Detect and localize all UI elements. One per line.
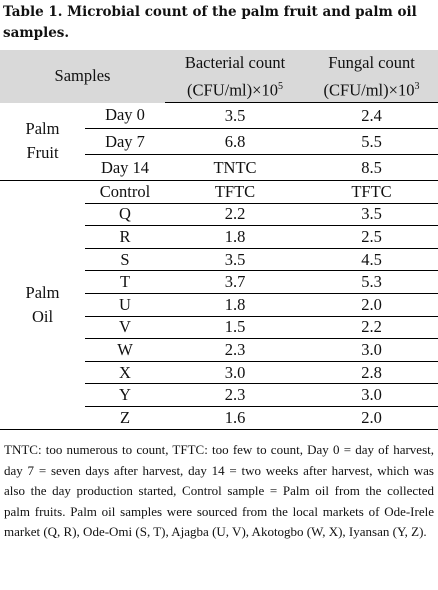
table-row: T 3.7 5.3 [0,270,438,294]
sample-cell: Day 7 [85,128,165,155]
table-row: Z 1.6 2.0 [0,406,438,430]
value-cell: 3.0 [305,338,438,362]
table-row: Palm Fruit Day 0 3.5 2.4 [0,102,438,181]
table-row: Y 2.3 3.0 [0,383,438,407]
value-cell: TFTC [165,180,305,204]
value-cell: 8.5 [305,154,438,181]
table-row: S 3.5 4.5 [0,248,438,272]
table-row: Palm Oil Control TFTC TFTC [0,180,438,430]
table-row: R 1.8 2.5 [0,225,438,249]
value-cell: 3.5 [165,102,305,129]
value-cell: 2.8 [305,361,438,385]
group-label: Palm Oil [0,180,85,430]
value-cell: 2.5 [305,225,438,249]
sample-cell: S [85,248,165,272]
exponent: 3 [414,81,420,93]
value-cell: 2.0 [305,293,438,317]
sample-cell: Day 0 [85,102,165,129]
value-cell: 1.6 [165,406,305,430]
value-cell: TNTC [165,154,305,181]
table-row: W 2.3 3.0 [0,338,438,362]
exponent: 5 [277,81,283,93]
group-label-line: Palm [25,119,60,139]
unit: (CFU/ml)×10 [323,80,415,100]
header-samples: Samples [0,50,165,103]
value-cell: 3.0 [305,383,438,407]
table-row: Day 14 TNTC 8.5 [0,154,438,181]
table-notes: TNTC: too numerous to count, TFTC: too f… [4,442,434,539]
header-unit: (CFU/ml)×103 [305,76,438,103]
sample-cell: Day 14 [85,154,165,181]
group-label-line: Palm [25,282,60,302]
sample-cell: Q [85,203,165,227]
table-row: Q 2.2 3.5 [0,203,438,227]
value-cell: 3.5 [165,248,305,272]
value-cell: 2.3 [165,338,305,362]
value-cell: 5.3 [305,270,438,294]
value-cell: 1.8 [165,225,305,249]
unit: (CFU/ml)×10 [187,80,278,100]
value-cell: 5.5 [305,128,438,155]
value-cell: 2.3 [165,383,305,407]
value-cell: 2.4 [305,102,438,129]
table-row: U 1.8 2.0 [0,293,438,317]
value-cell: 2.2 [305,316,438,340]
sample-cell: U [85,293,165,317]
value-cell: 3.5 [305,203,438,227]
table-title: Table 1. Microbial count of the palm fru… [3,4,417,41]
sample-cell: Z [85,406,165,430]
header-unit: (CFU/ml)×105 [165,76,305,103]
group-label-line: Fruit [26,143,59,163]
group-label-line: Oil [31,306,54,326]
table-row: X 3.0 2.8 [0,361,438,385]
data-table: Samples Bacterial count Fungal count (CF… [0,50,438,430]
sample-cell: T [85,270,165,294]
value-cell: 3.7 [165,270,305,294]
value-cell: 1.8 [165,293,305,317]
header-fungal: Fungal count [305,50,438,76]
sample-cell: X [85,361,165,385]
sample-cell: V [85,316,165,340]
sample-cell: R [85,225,165,249]
header-bacterial: Bacterial count [165,50,305,76]
table-row: V 1.5 2.2 [0,316,438,340]
value-cell: 6.8 [165,128,305,155]
group-label: Palm Fruit [0,102,85,181]
sample-cell: W [85,338,165,362]
value-cell: 2.0 [305,406,438,430]
sample-cell: Control [85,180,165,204]
value-cell: 1.5 [165,316,305,340]
sample-cell: Y [85,383,165,407]
value-cell: TFTC [305,180,438,204]
value-cell: 2.2 [165,203,305,227]
value-cell: 4.5 [305,248,438,272]
table-row: Day 7 6.8 5.5 [0,128,438,155]
value-cell: 3.0 [165,361,305,385]
